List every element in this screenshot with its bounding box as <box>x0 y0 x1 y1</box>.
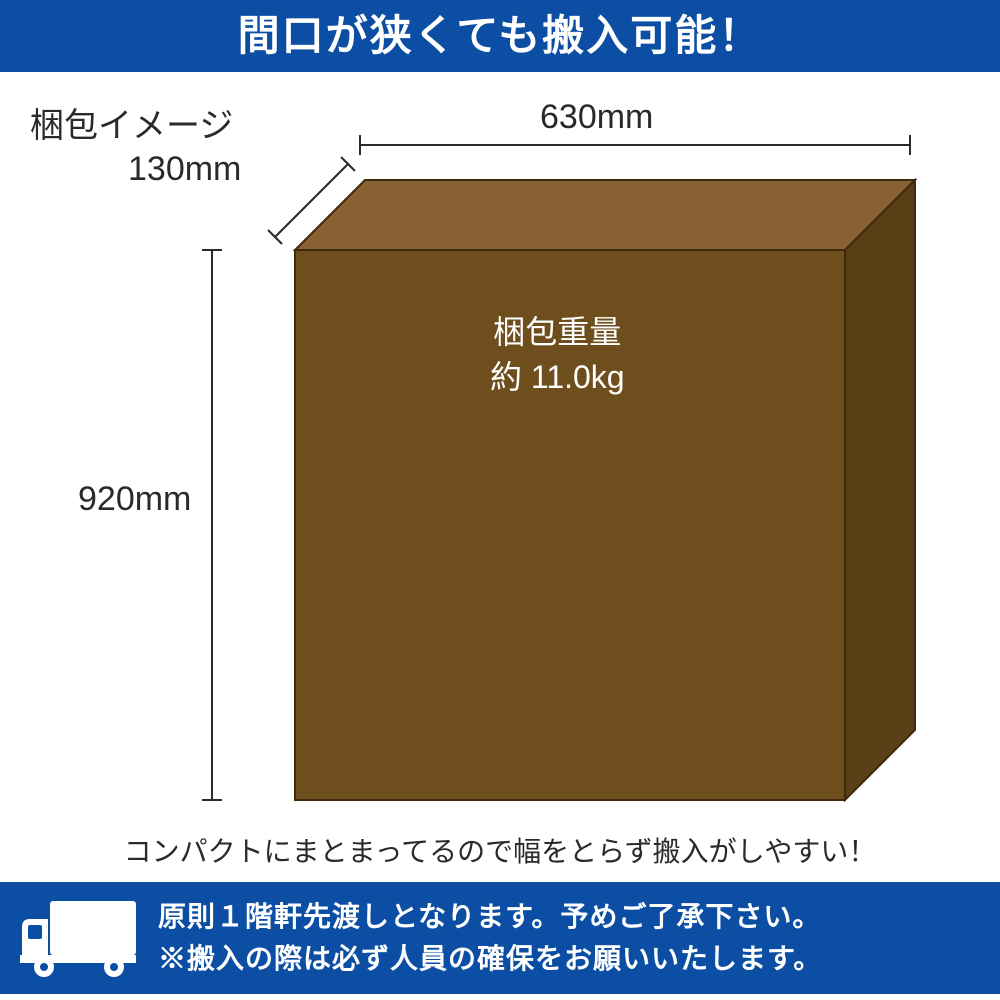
truck-icon <box>18 897 138 979</box>
box-diagram: 梱包重量 約 11.0kg <box>80 130 960 810</box>
width-guide <box>360 135 910 155</box>
box-top-face <box>295 180 915 250</box>
caption: コンパクトにまとまってるので幅をとらず搬入がしやすい！ <box>0 830 1000 870</box>
box-weight-text: 梱包重量 約 11.0kg <box>490 310 625 400</box>
box-side-face <box>845 180 915 800</box>
footer-line1: 原則１階軒先渡しとなります。予めご了承下さい。 <box>158 896 822 938</box>
box-svg <box>80 130 960 810</box>
footer-banner: 原則１階軒先渡しとなります。予めご了承下さい。 ※搬入の際は必ず人員の確保をお願… <box>0 882 1000 994</box>
header-banner: 間口が狭くても搬入可能！ <box>0 0 1000 72</box>
box-weight-title: 梱包重量 <box>490 310 625 355</box>
footer-text: 原則１階軒先渡しとなります。予めご了承下さい。 ※搬入の際は必ず人員の確保をお願… <box>158 896 822 980</box>
height-guide <box>202 250 222 800</box>
box-weight-value: 約 11.0kg <box>490 355 625 400</box>
footer-line2: ※搬入の際は必ず人員の確保をお願いいたします。 <box>158 938 822 980</box>
